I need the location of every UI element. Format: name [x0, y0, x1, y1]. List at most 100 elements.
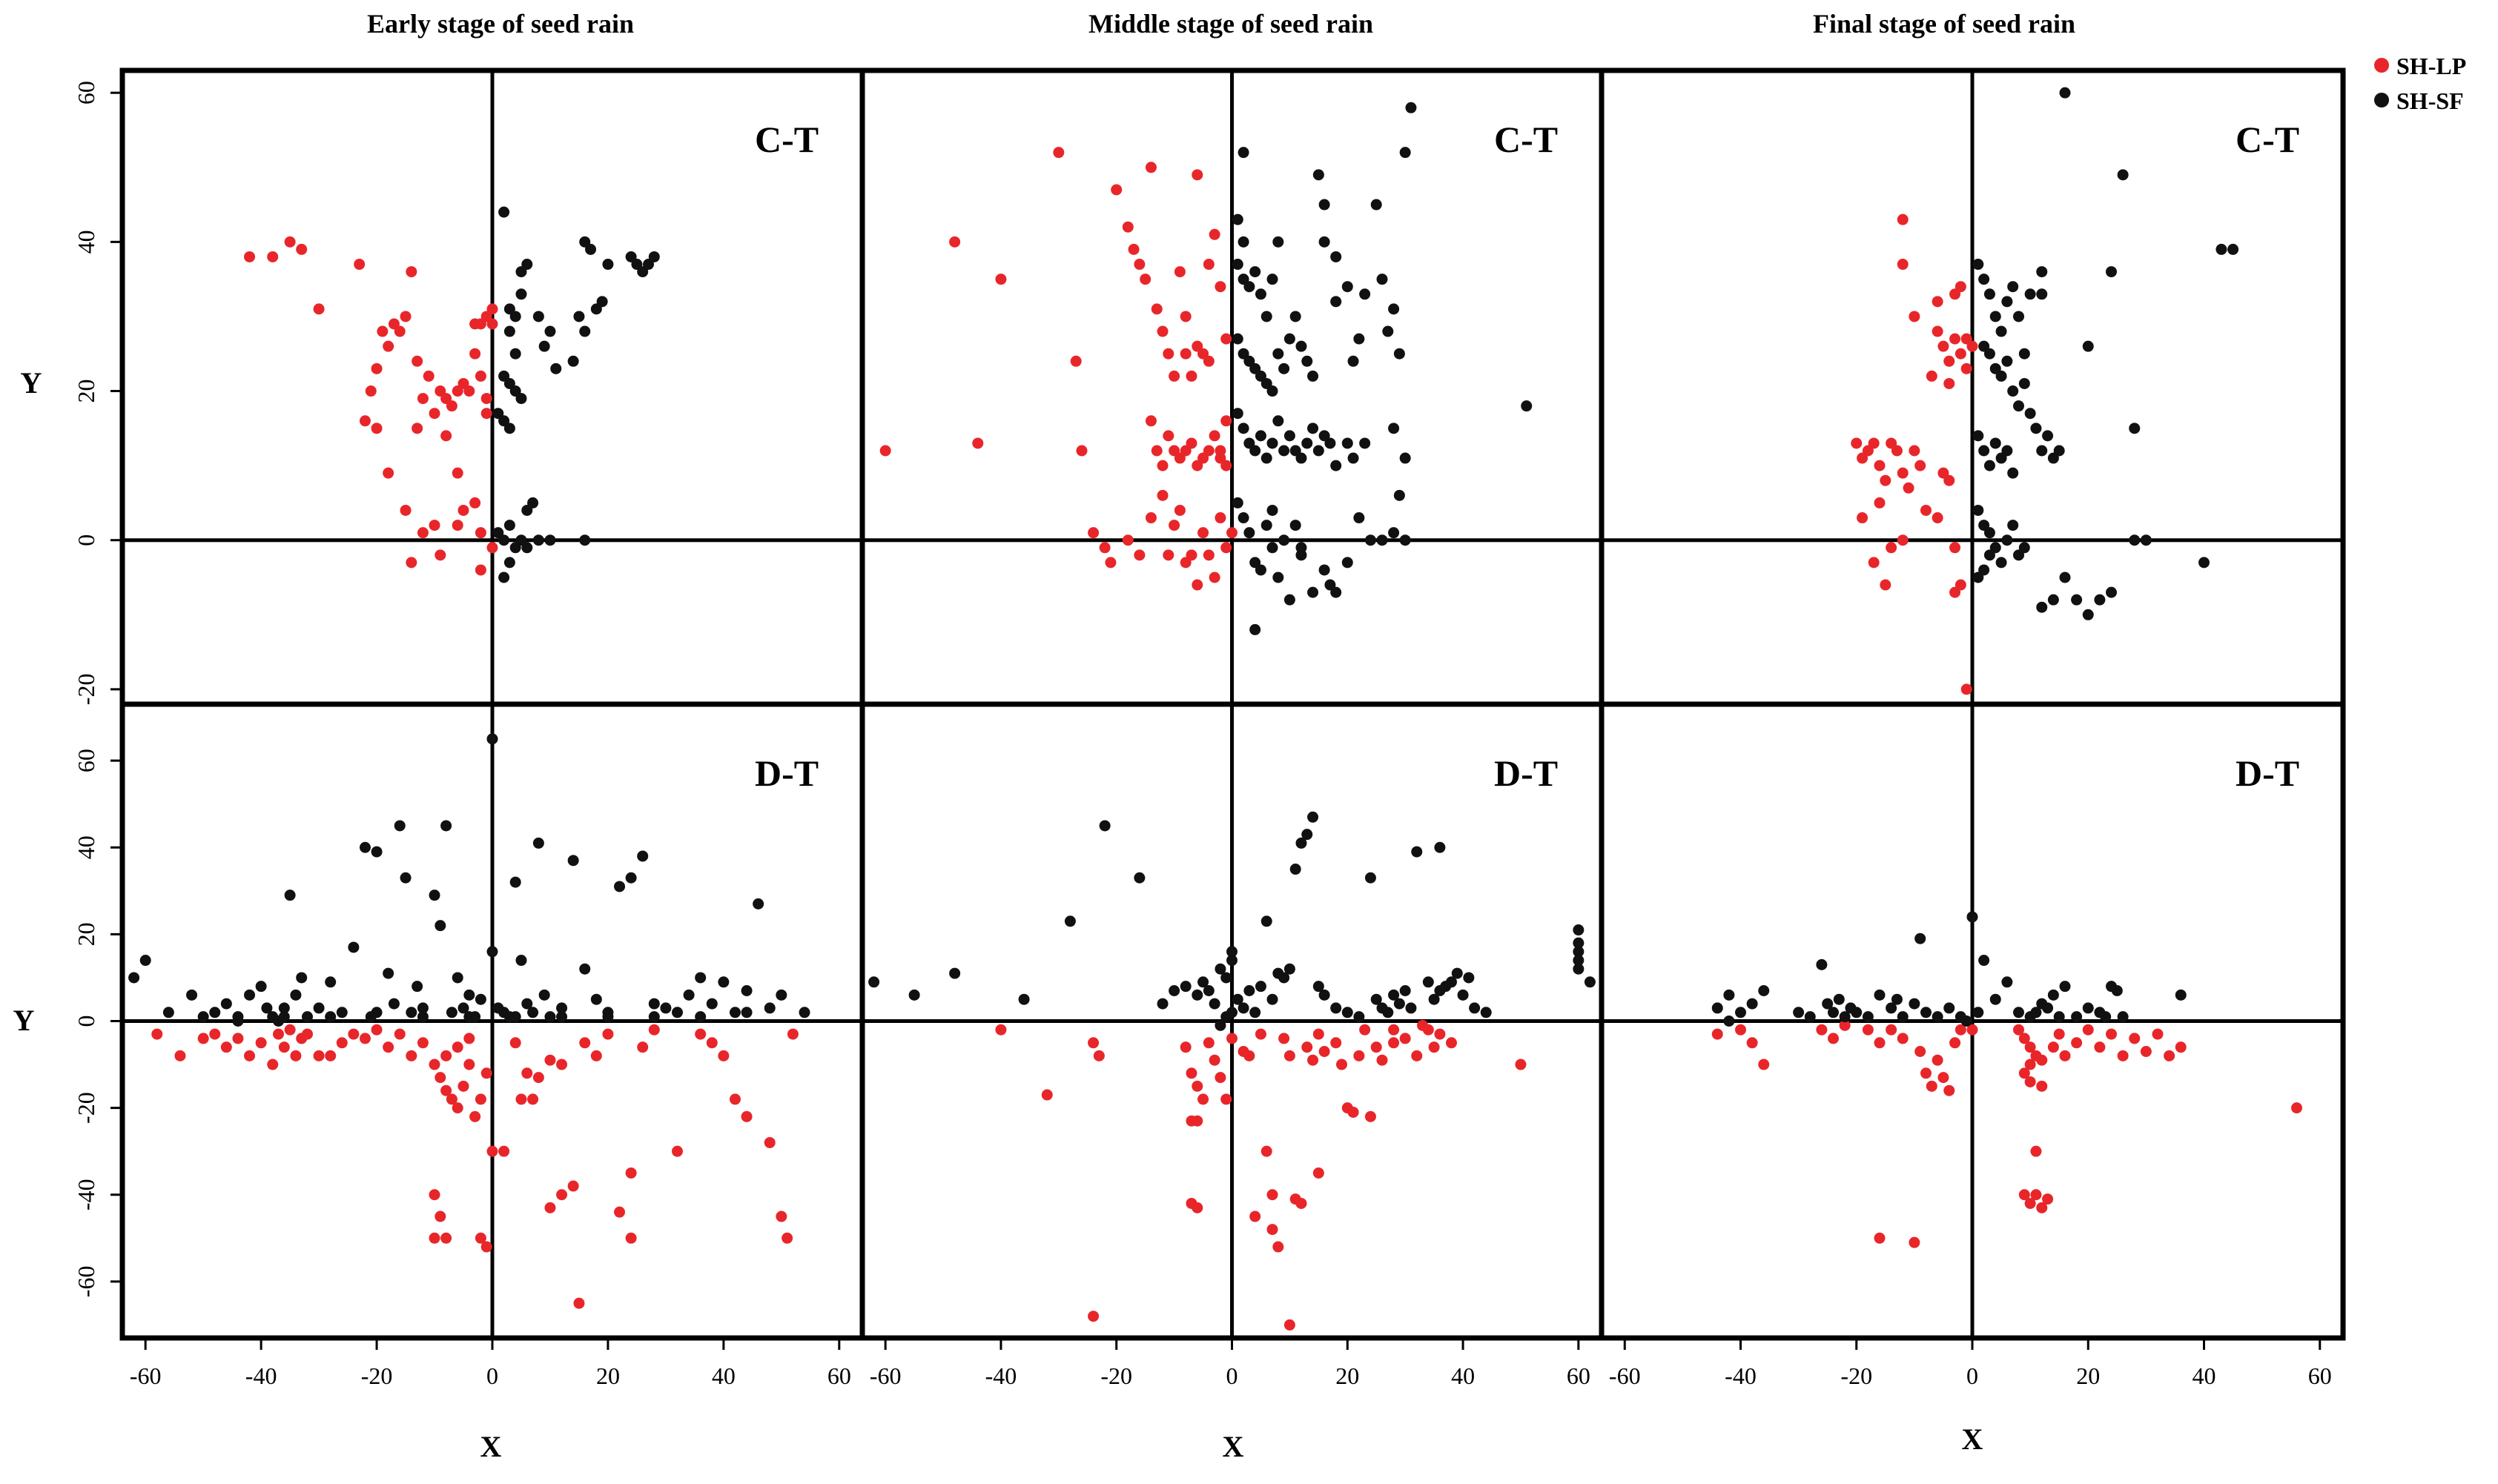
point-sh-sf — [1260, 311, 1272, 322]
point-sh-lp — [1909, 311, 1920, 322]
point-sh-lp — [1260, 1145, 1272, 1157]
point-sh-sf — [2129, 534, 2141, 546]
point-sh-lp — [1428, 1041, 1440, 1053]
point-sh-lp — [480, 393, 492, 405]
point-sh-lp — [2082, 1024, 2094, 1036]
point-sh-sf — [1232, 213, 1243, 225]
point-sh-sf — [1451, 967, 1463, 979]
point-sh-lp — [2164, 1050, 2175, 1061]
point-sh-lp — [278, 1041, 290, 1053]
point-sh-sf — [290, 989, 302, 1001]
point-sh-lp — [515, 1093, 527, 1105]
point-sh-lp — [365, 385, 377, 397]
point-sh-sf — [2036, 288, 2048, 300]
point-sh-sf — [1886, 1002, 1897, 1014]
point-sh-sf — [1307, 423, 1319, 434]
point-sh-sf — [1301, 437, 1313, 449]
point-sh-sf — [1272, 348, 1284, 360]
point-sh-lp — [1215, 281, 1226, 293]
point-sh-sf — [579, 325, 591, 337]
point-sh-lp — [1909, 445, 1920, 457]
point-sh-sf — [348, 941, 360, 953]
point-sh-sf — [2030, 423, 2042, 434]
point-sh-lp — [336, 1037, 348, 1049]
point-sh-sf — [1874, 989, 1886, 1001]
point-sh-sf — [1822, 998, 1834, 1010]
point-sh-sf — [1359, 437, 1371, 449]
point-sh-sf — [532, 311, 544, 322]
point-sh-sf — [503, 557, 515, 569]
point-sh-sf — [1289, 311, 1301, 322]
point-sh-lp — [400, 311, 412, 322]
point-sh-sf — [452, 972, 463, 984]
point-sh-lp — [463, 1033, 475, 1044]
point-sh-sf — [1347, 452, 1359, 464]
point-sh-lp — [284, 236, 296, 248]
x-tick-label: -20 — [1100, 1362, 1132, 1389]
point-sh-sf — [556, 1002, 568, 1014]
point-sh-sf — [1995, 370, 2007, 382]
point-sh-sf — [1295, 340, 1307, 352]
point-sh-sf — [695, 972, 707, 984]
point-sh-sf — [2059, 87, 2071, 99]
point-sh-lp — [2117, 1050, 2129, 1061]
point-sh-lp — [532, 1072, 544, 1084]
point-sh-sf — [527, 497, 539, 509]
point-sh-sf — [1989, 437, 2001, 449]
point-sh-sf — [325, 1011, 337, 1023]
point-sh-sf — [503, 520, 515, 531]
point-sh-lp — [348, 1028, 360, 1040]
point-sh-lp — [1243, 1050, 1255, 1061]
point-sh-sf — [417, 1011, 429, 1023]
point-sh-lp — [313, 1050, 325, 1061]
point-sh-lp — [1220, 333, 1232, 345]
point-sh-lp — [1897, 534, 1909, 546]
point-sh-lp — [1926, 370, 1937, 382]
point-sh-lp — [1937, 467, 1949, 479]
point-sh-lp — [1134, 549, 1146, 561]
point-sh-lp — [1157, 460, 1169, 471]
point-sh-lp — [406, 557, 417, 569]
point-sh-sf — [1891, 993, 1903, 1005]
point-sh-lp — [475, 564, 486, 576]
point-sh-sf — [1169, 985, 1180, 997]
point-sh-lp — [296, 243, 308, 255]
point-sh-sf — [1238, 1002, 1249, 1014]
point-sh-sf — [2042, 1002, 2054, 1014]
point-sh-lp — [1295, 1197, 1307, 1209]
point-sh-lp — [729, 1093, 741, 1105]
point-sh-lp — [521, 1067, 533, 1079]
point-sh-lp — [1388, 1024, 1400, 1036]
point-sh-sf — [550, 362, 562, 374]
point-sh-sf — [2042, 430, 2054, 442]
point-sh-sf — [440, 820, 452, 832]
point-sh-lp — [1364, 1110, 1376, 1122]
point-sh-sf — [1318, 236, 1330, 248]
point-sh-sf — [509, 348, 521, 360]
point-sh-lp — [1949, 288, 1961, 300]
panel-d-t-1: D-T — [122, 704, 862, 1338]
point-sh-sf — [503, 325, 515, 337]
point-sh-sf — [672, 1007, 683, 1018]
point-sh-sf — [1793, 1007, 1805, 1018]
point-sh-lp — [509, 1037, 521, 1049]
point-sh-lp — [1076, 445, 1088, 457]
point-sh-sf — [1312, 169, 1324, 181]
point-sh-lp — [1174, 266, 1186, 278]
point-sh-sf — [532, 837, 544, 849]
point-sh-sf — [741, 1007, 753, 1018]
point-sh-sf — [515, 288, 527, 300]
point-sh-sf — [1255, 564, 1266, 576]
point-sh-sf — [1411, 846, 1423, 858]
point-sh-lp — [1220, 542, 1232, 554]
point-sh-sf — [2047, 989, 2059, 1001]
point-sh-sf — [371, 846, 383, 858]
point-sh-sf — [2018, 542, 2030, 554]
point-sh-sf — [1197, 976, 1209, 988]
point-sh-lp — [1711, 1028, 1723, 1040]
point-sh-lp — [1307, 1054, 1319, 1066]
point-sh-lp — [429, 1232, 440, 1244]
point-sh-sf — [2001, 534, 2013, 546]
point-sh-sf — [388, 998, 400, 1010]
point-sh-sf — [1370, 993, 1382, 1005]
